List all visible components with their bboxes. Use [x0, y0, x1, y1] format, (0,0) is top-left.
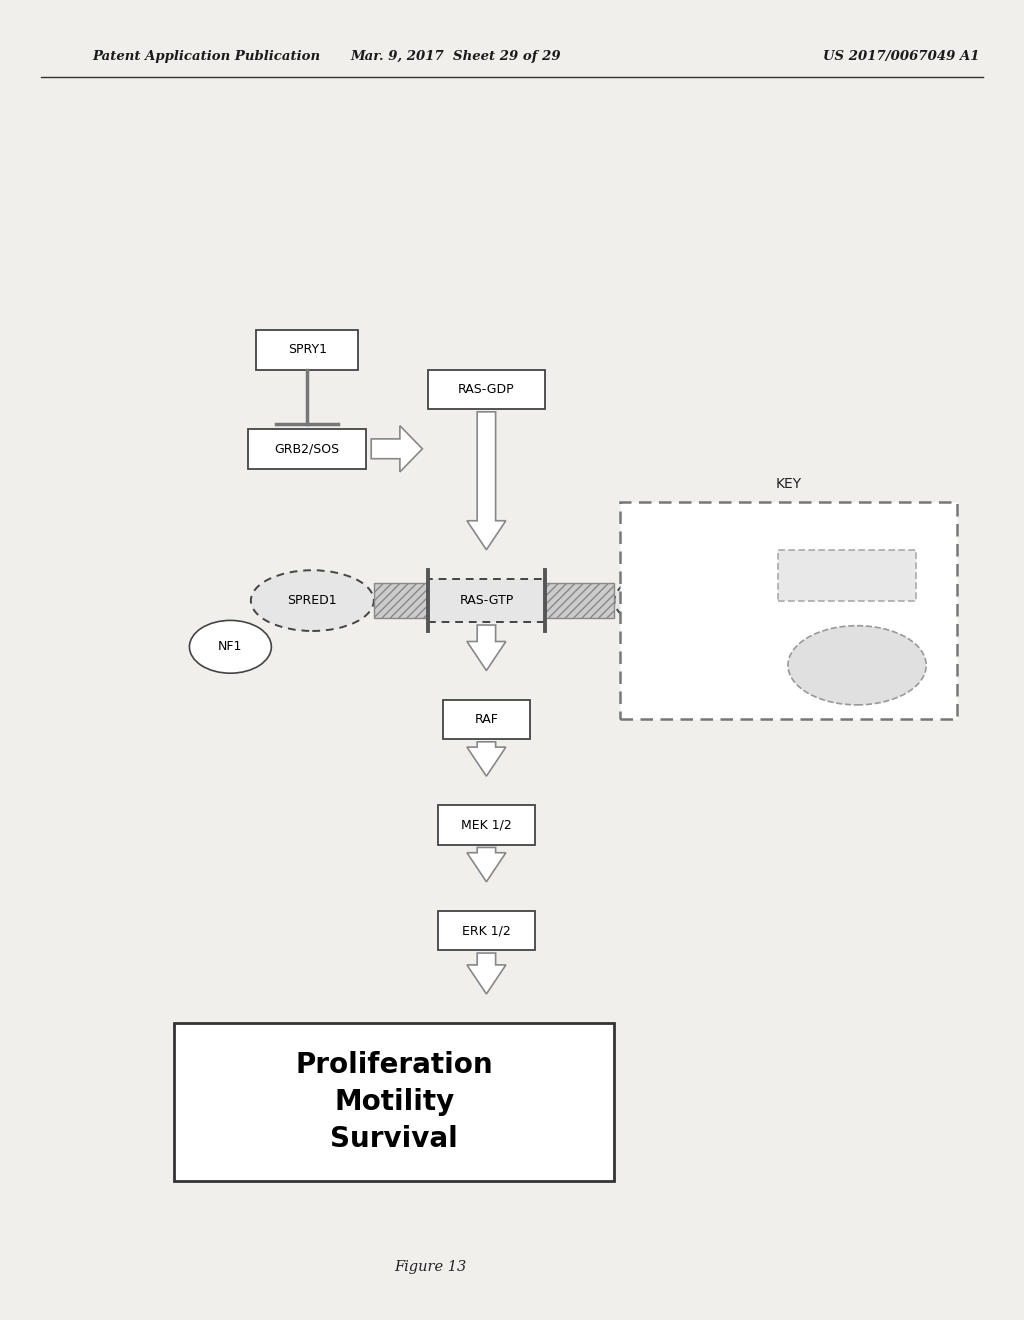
Polygon shape	[467, 624, 506, 671]
FancyBboxPatch shape	[442, 700, 530, 739]
Text: Patent Application Publication: Patent Application Publication	[92, 50, 321, 63]
Ellipse shape	[788, 626, 927, 705]
FancyBboxPatch shape	[428, 578, 545, 622]
FancyBboxPatch shape	[438, 805, 535, 845]
Text: KEY: KEY	[775, 478, 802, 491]
Text: RASA1: RASA1	[655, 594, 696, 607]
Polygon shape	[371, 425, 422, 471]
Ellipse shape	[251, 570, 374, 631]
FancyBboxPatch shape	[256, 330, 358, 370]
FancyBboxPatch shape	[174, 1023, 614, 1181]
Text: Figure 13: Figure 13	[394, 1261, 466, 1274]
Text: &: &	[652, 659, 663, 672]
Text: GRB2/SOS: GRB2/SOS	[274, 442, 340, 455]
Text: MEK 1/2: MEK 1/2	[461, 818, 512, 832]
Text: US 2017/0067049 A1: US 2017/0067049 A1	[823, 50, 979, 63]
FancyBboxPatch shape	[438, 911, 535, 950]
Ellipse shape	[189, 620, 271, 673]
Text: SPRY1: SPRY1	[288, 343, 327, 356]
Text: NF1: NF1	[218, 640, 243, 653]
Text: miR-21: miR-21	[638, 684, 682, 697]
Text: SPRED1: SPRED1	[288, 594, 337, 607]
Ellipse shape	[614, 570, 737, 631]
Text: RAS-GDP: RAS-GDP	[458, 383, 515, 396]
Text: ERK 1/2: ERK 1/2	[462, 924, 511, 937]
Polygon shape	[467, 847, 506, 882]
Polygon shape	[467, 953, 506, 994]
Text: miR-206: miR-206	[638, 634, 690, 647]
FancyBboxPatch shape	[620, 502, 957, 719]
FancyBboxPatch shape	[778, 550, 916, 601]
Polygon shape	[467, 742, 506, 776]
Text: miR-21: miR-21	[645, 572, 689, 585]
FancyBboxPatch shape	[248, 429, 367, 469]
FancyBboxPatch shape	[428, 370, 545, 409]
Polygon shape	[467, 412, 506, 549]
Bar	[374, 583, 428, 618]
Text: RAF: RAF	[474, 713, 499, 726]
Text: RAS-GTP: RAS-GTP	[460, 594, 513, 607]
Bar	[545, 583, 614, 618]
Text: Mar. 9, 2017  Sheet 29 of 29: Mar. 9, 2017 Sheet 29 of 29	[350, 50, 561, 63]
Text: Regulated by:: Regulated by:	[632, 521, 730, 535]
Text: Proliferation
Motility
Survival: Proliferation Motility Survival	[296, 1052, 493, 1152]
